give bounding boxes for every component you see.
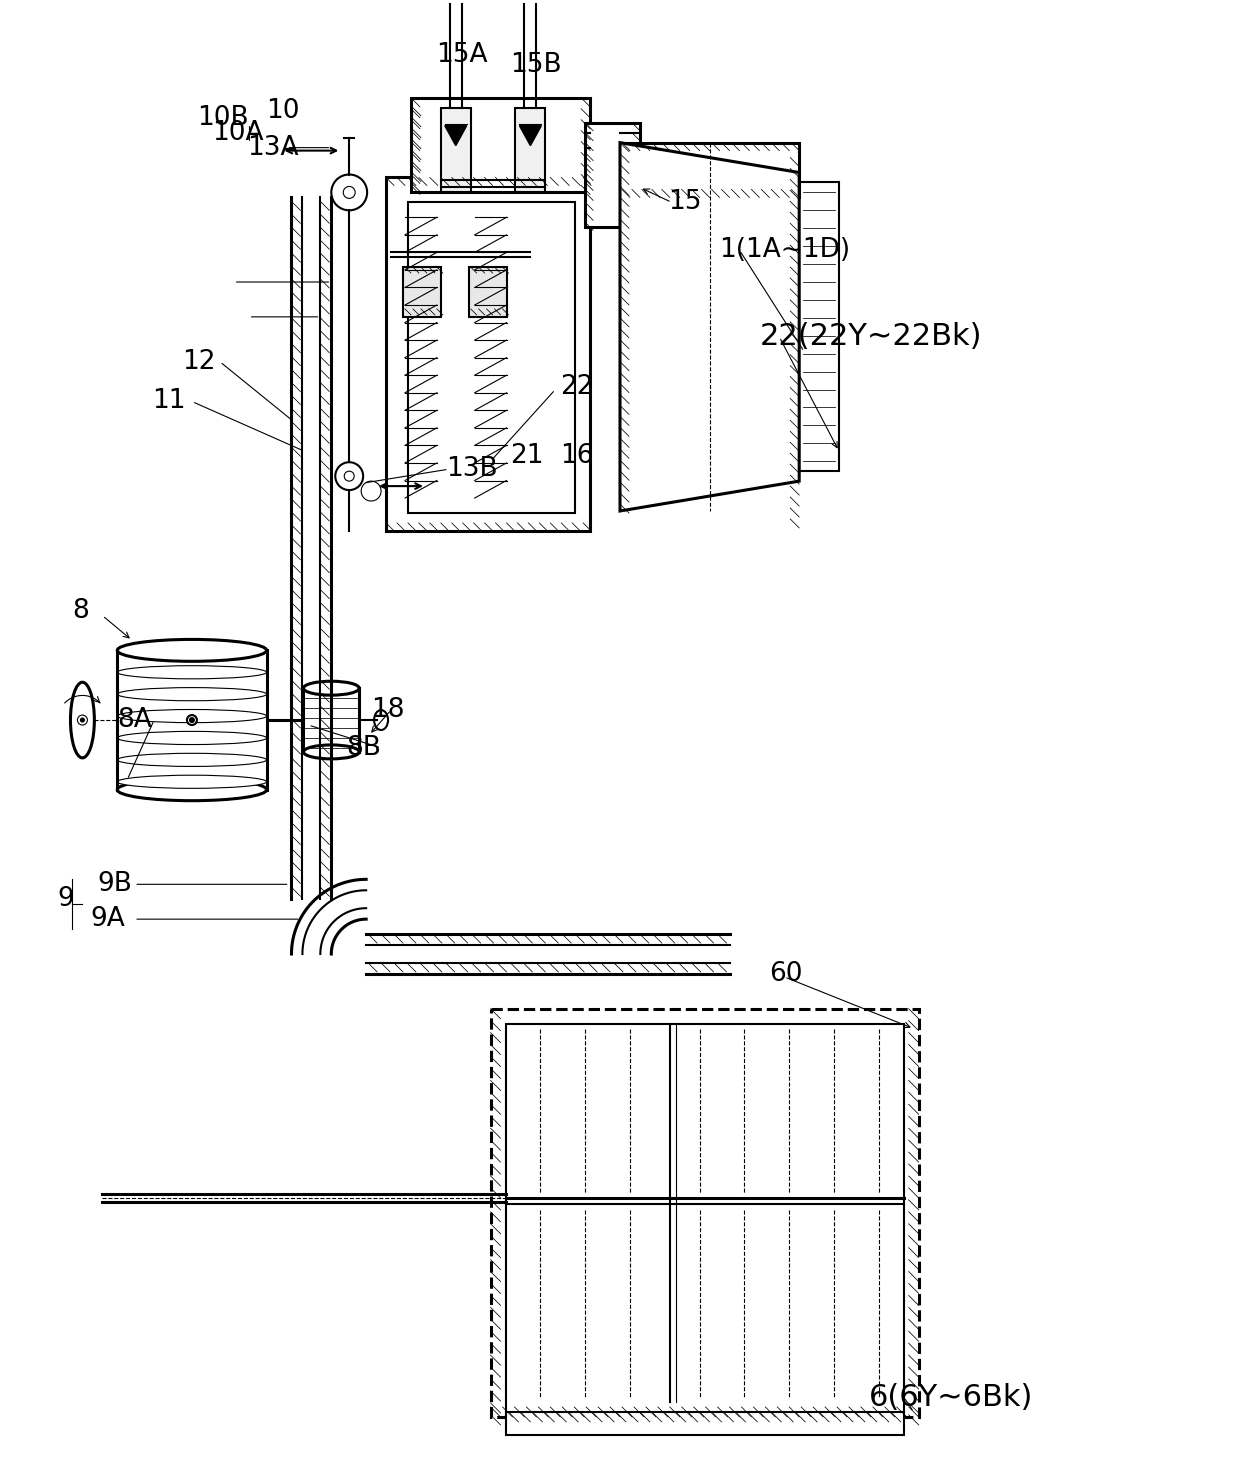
- Bar: [585, 123, 640, 227]
- Circle shape: [77, 715, 87, 725]
- Circle shape: [331, 174, 367, 211]
- Ellipse shape: [118, 665, 267, 678]
- Text: 16: 16: [560, 443, 594, 469]
- Text: 8B: 8B: [346, 735, 381, 760]
- Circle shape: [361, 481, 381, 501]
- Bar: [516, 108, 546, 193]
- Text: 11: 11: [153, 389, 186, 415]
- Bar: [800, 183, 839, 471]
- Bar: [506, 1412, 904, 1434]
- Circle shape: [335, 462, 363, 490]
- Bar: [410, 98, 590, 193]
- Text: 22(22Y∼22Bk): 22(22Y∼22Bk): [759, 322, 982, 351]
- Text: 22: 22: [560, 374, 594, 399]
- Text: 6(6Y∼6Bk): 6(6Y∼6Bk): [869, 1383, 1033, 1411]
- Text: 13B: 13B: [446, 456, 497, 482]
- Polygon shape: [445, 126, 466, 146]
- Text: 60: 60: [769, 961, 802, 987]
- Circle shape: [187, 715, 197, 725]
- Text: 10A: 10A: [212, 120, 263, 146]
- Bar: [469, 268, 506, 317]
- Ellipse shape: [118, 775, 267, 788]
- Text: 12: 12: [182, 348, 216, 374]
- Ellipse shape: [304, 681, 360, 694]
- Bar: [620, 143, 800, 197]
- Text: 15A: 15A: [435, 42, 487, 69]
- Ellipse shape: [118, 687, 267, 700]
- Circle shape: [190, 718, 193, 722]
- Text: 8A: 8A: [118, 708, 153, 732]
- Polygon shape: [620, 143, 800, 512]
- Circle shape: [343, 187, 355, 199]
- Text: 8: 8: [72, 598, 89, 623]
- Text: 15B: 15B: [511, 53, 562, 77]
- Text: 10: 10: [267, 98, 300, 124]
- Ellipse shape: [71, 683, 94, 757]
- Bar: [403, 268, 440, 317]
- Circle shape: [345, 471, 355, 481]
- Bar: [506, 1023, 904, 1417]
- Bar: [491, 1009, 919, 1417]
- Ellipse shape: [118, 639, 267, 661]
- Polygon shape: [520, 126, 542, 146]
- Text: 18: 18: [371, 697, 404, 724]
- Text: 13A: 13A: [247, 135, 298, 161]
- Text: 10B: 10B: [197, 105, 248, 130]
- Bar: [440, 108, 471, 193]
- Bar: [386, 177, 590, 531]
- Text: 1(1A∼1D): 1(1A∼1D): [719, 237, 851, 263]
- Ellipse shape: [374, 711, 388, 730]
- Ellipse shape: [304, 746, 360, 759]
- Ellipse shape: [118, 731, 267, 744]
- Ellipse shape: [118, 753, 267, 766]
- Text: 9: 9: [57, 886, 74, 912]
- Circle shape: [81, 718, 84, 722]
- Bar: [408, 202, 575, 513]
- Text: 21: 21: [511, 443, 544, 469]
- Text: 15: 15: [668, 190, 702, 215]
- Text: 9B: 9B: [98, 871, 133, 898]
- Ellipse shape: [118, 709, 267, 722]
- Text: 9A: 9A: [91, 906, 125, 933]
- Ellipse shape: [118, 779, 267, 801]
